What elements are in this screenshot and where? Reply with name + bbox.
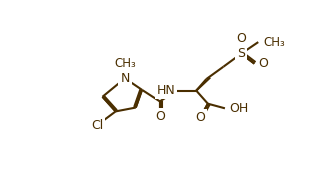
Text: O: O [195,111,205,124]
Text: O: O [155,109,165,123]
Text: O: O [258,57,268,70]
Text: CH₃: CH₃ [263,36,285,49]
Text: O: O [236,32,246,45]
Text: HN: HN [156,84,175,97]
Text: N: N [120,72,130,85]
Text: Cl: Cl [91,119,103,132]
Text: CH₃: CH₃ [114,57,136,70]
Text: S: S [237,47,245,60]
Text: OH: OH [229,102,248,115]
